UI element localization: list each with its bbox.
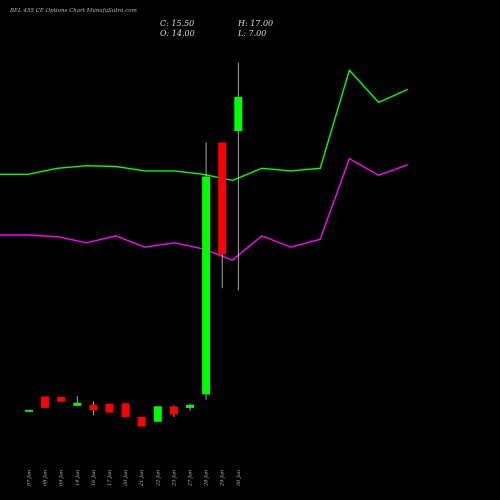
chart-title: BEL 455 CE Options Chart MunafaSutra.com xyxy=(10,8,137,14)
candle-body xyxy=(89,404,98,411)
candle-body xyxy=(57,396,66,402)
candle-body xyxy=(137,416,146,427)
x-tick-label: 17 Jan xyxy=(107,470,113,486)
x-tick-label: 09 Jan xyxy=(59,470,65,486)
x-tick-label: 21 Jan xyxy=(139,470,145,487)
candles xyxy=(25,62,243,427)
high-value: H: 17.00 xyxy=(238,19,274,28)
open-value: O: 14.00 xyxy=(160,29,195,38)
candle xyxy=(25,409,33,412)
x-tick-label: 30 Jan xyxy=(236,470,242,486)
candle-body xyxy=(121,403,130,417)
x-tick-label: 20 Jan xyxy=(123,470,129,487)
candle-body xyxy=(218,142,227,255)
close-value: C: 15.50 xyxy=(160,19,195,28)
x-axis-ticks: 07 Jan 08 Jan 09 Jan 14 Jan 16 Jan 17 Jan 20 J… xyxy=(27,470,242,487)
x-tick-label: 07 Jan xyxy=(27,470,33,486)
x-tick-label: 23 Jan xyxy=(171,470,177,487)
candle xyxy=(41,396,50,408)
candle xyxy=(234,62,243,291)
candle-body xyxy=(186,404,194,408)
candle xyxy=(169,405,178,417)
x-tick-label: 22 Jan xyxy=(155,470,161,487)
x-tick-label: 27 Jan xyxy=(188,470,194,487)
candle xyxy=(153,406,162,422)
candle xyxy=(57,396,66,402)
candle xyxy=(218,142,227,289)
candle xyxy=(202,142,211,400)
candle xyxy=(186,403,194,411)
x-tick-label: 16 Jan xyxy=(91,470,97,486)
candle xyxy=(105,403,114,413)
candle-body xyxy=(41,396,50,408)
x-tick-label: 08 Jan xyxy=(43,470,49,486)
x-tick-label: 14 Jan xyxy=(75,470,81,486)
candle-body xyxy=(73,402,82,406)
x-tick-label: 28 Jan xyxy=(204,470,210,487)
candle xyxy=(89,401,98,416)
candle-body xyxy=(153,406,162,422)
x-tick-label: 29 Jan xyxy=(220,470,226,487)
candle xyxy=(121,403,130,417)
candle-body xyxy=(105,403,114,413)
candle xyxy=(73,396,82,406)
candle-body xyxy=(202,176,211,395)
candle-body xyxy=(169,406,178,415)
low-value: L: 7.00 xyxy=(238,29,267,38)
candle xyxy=(137,416,146,427)
band-line-upper xyxy=(0,68,409,182)
candle-body xyxy=(234,96,243,132)
candle-body xyxy=(25,409,33,412)
